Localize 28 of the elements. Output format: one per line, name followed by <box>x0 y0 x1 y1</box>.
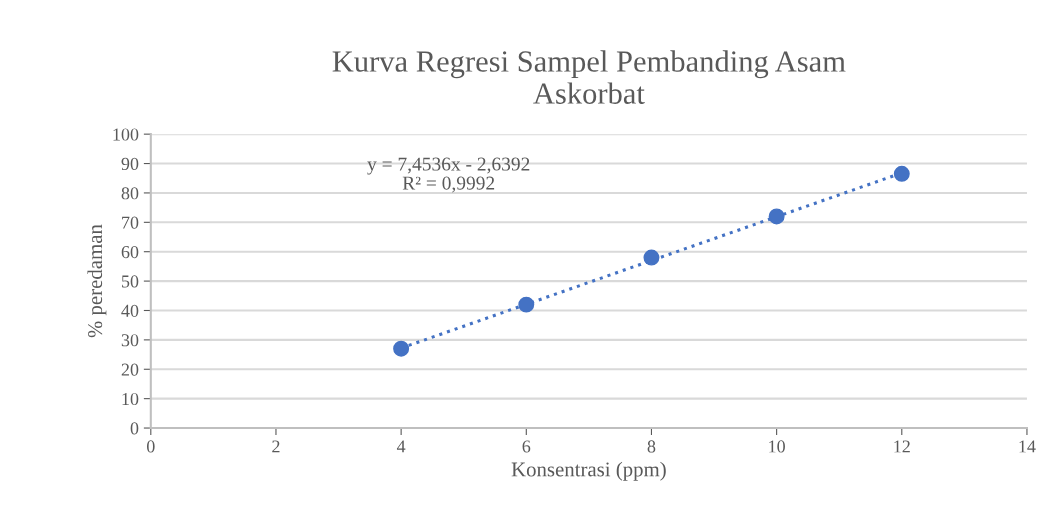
point <box>393 340 410 357</box>
y-tick-label: 80 <box>121 187 139 200</box>
x-axis-title: Konsentrasi (ppm) <box>511 461 666 481</box>
y-tick-label: 30 <box>121 334 139 347</box>
x-tick-label: 4 <box>396 440 406 453</box>
y-tick-label: 50 <box>121 275 139 288</box>
x-tick-label: 8 <box>647 440 656 453</box>
y-tick-label: 20 <box>121 363 139 376</box>
y-tick-label: 70 <box>122 216 139 229</box>
x-tick-label: 12 <box>894 440 910 453</box>
point <box>518 296 535 313</box>
annotation: y = 7,4536x - 2,6392 R² = 0,9992 <box>367 157 530 193</box>
x-tick-label: 10 <box>769 440 785 453</box>
point <box>768 208 785 225</box>
x-tick-label: 14 <box>1019 440 1036 453</box>
x-tick-label: 6 <box>522 440 531 453</box>
y-tick-label: 100 <box>113 128 139 141</box>
y-axis-title: % peredaman <box>87 224 107 338</box>
x-tick-label: 0 <box>146 440 155 453</box>
chart-title: Kurva Regresi Sampel Pembanding Asam Askorbat <box>332 50 846 104</box>
point <box>893 165 910 182</box>
x-tick-label: 2 <box>272 440 280 453</box>
y-tick-label: 0 <box>130 422 139 435</box>
y-tick-label: 60 <box>121 245 139 259</box>
y-tick-label: 10 <box>122 392 139 406</box>
y-tick-label: 90 <box>121 157 139 170</box>
y-tick-label: 40 <box>121 304 139 317</box>
point <box>643 249 660 266</box>
